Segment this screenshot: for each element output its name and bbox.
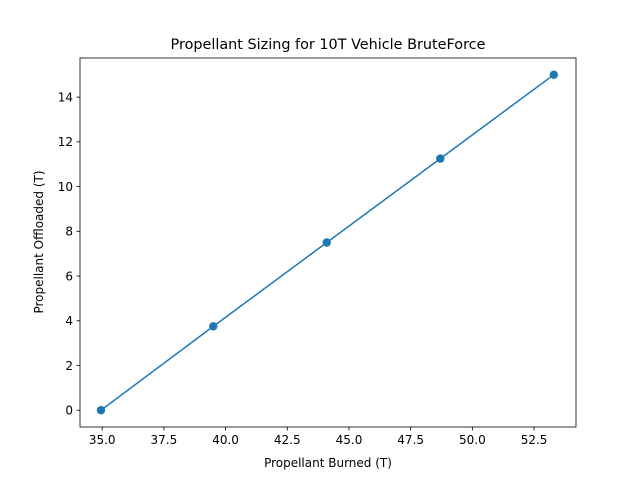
x-axis: 35.0 37.5 40.0 42.5 45.0 47.5 50.0 52.5 — [89, 427, 548, 447]
axes-frame — [79, 57, 577, 428]
plot-area — [96, 70, 558, 415]
y-tick-label: 4 — [65, 314, 73, 328]
y-tick-label: 12 — [58, 135, 73, 149]
x-tick-label: 42.5 — [274, 433, 301, 447]
y-tick-label: 6 — [65, 269, 73, 283]
y-tick-label: 8 — [65, 225, 73, 239]
y-axis-label: Propellant Offloaded (T) — [32, 170, 46, 313]
y-tick-label: 2 — [65, 359, 73, 373]
x-tick-label: 45.0 — [336, 433, 363, 447]
data-point — [549, 70, 558, 79]
x-tick-label: 35.0 — [89, 433, 116, 447]
data-point — [436, 154, 445, 163]
data-point — [96, 406, 106, 415]
x-axis-label: Propellant Burned (T) — [264, 456, 392, 470]
x-tick-label: 52.5 — [521, 433, 548, 447]
x-tick-label: 37.5 — [151, 433, 178, 447]
x-tick-label: 50.0 — [459, 433, 486, 447]
y-axis: 0 2 4 6 8 10 12 14 — [58, 90, 80, 418]
data-point — [322, 238, 331, 247]
x-tick-label: 47.5 — [397, 433, 424, 447]
chart-title: Propellant Sizing for 10T Vehicle BruteF… — [171, 37, 486, 53]
x-tick-label: 40.0 — [212, 433, 239, 447]
y-tick-label: 10 — [58, 180, 73, 194]
y-tick-label: 14 — [58, 90, 73, 104]
y-tick-label: 0 — [65, 404, 73, 418]
data-point — [209, 322, 218, 331]
